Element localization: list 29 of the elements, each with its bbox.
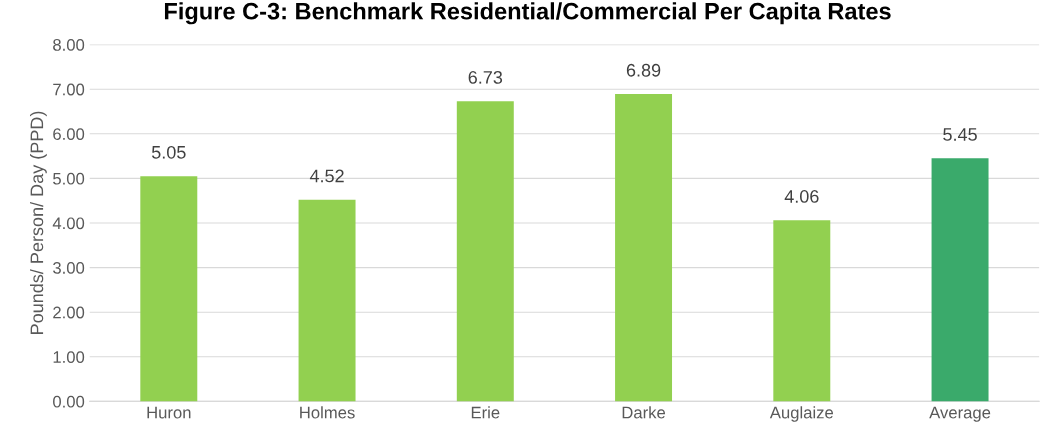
y-tick-label: 8.00 — [53, 39, 85, 51]
bar — [298, 199, 356, 402]
x-tick-label: Erie — [471, 406, 500, 419]
x-tick-label: Auglaize — [769, 406, 834, 422]
y-tick-label: 5.00 — [53, 172, 85, 185]
data-label: 5.05 — [151, 145, 186, 159]
y-tick-label: 2.00 — [53, 306, 85, 319]
bar — [140, 176, 198, 402]
data-label: 4.52 — [309, 169, 344, 183]
y-tick-label: 4.00 — [52, 217, 85, 230]
chart-title: Figure C-3: Benchmark Residential/Commercial Per Capita Rates — [164, 2, 891, 25]
x-tick-label: Average — [929, 406, 991, 422]
data-label: 6.73 — [468, 71, 503, 84]
y-tick-label: 3.00 — [53, 262, 85, 274]
y-axis-title: Pounds/ Person/ Day (PPD) — [29, 111, 47, 334]
x-tick-label: Huron — [147, 406, 191, 419]
bar — [615, 94, 673, 402]
data-label: 6.89 — [626, 63, 661, 77]
bar — [931, 158, 989, 402]
x-tick-label: Darke — [622, 406, 666, 419]
y-tick-label: 6.00 — [53, 128, 85, 140]
y-tick-label: 7.00 — [53, 83, 85, 96]
bar — [773, 220, 831, 402]
y-tick-label: 0.00 — [53, 395, 85, 408]
bar — [456, 101, 514, 402]
y-tick-label: 1.00 — [53, 351, 85, 363]
x-tick-label: Holmes — [300, 406, 355, 419]
data-label: 4.06 — [784, 190, 819, 203]
data-label: 5.45 — [943, 128, 977, 141]
